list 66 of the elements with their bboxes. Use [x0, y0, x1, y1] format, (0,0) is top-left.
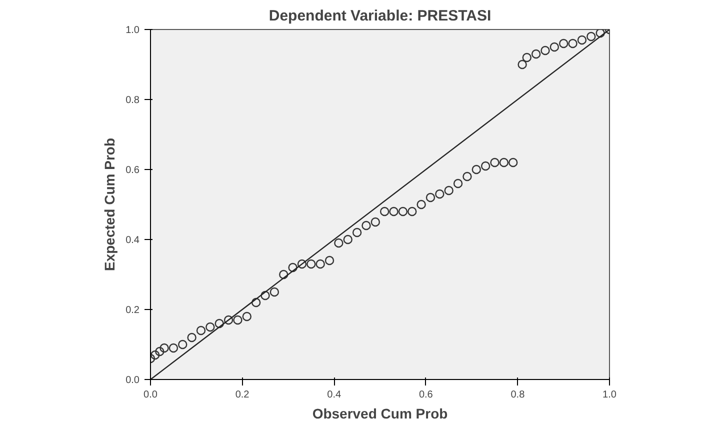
y-tick-label: 0.6 [126, 165, 140, 176]
point [499, 158, 509, 168]
point [196, 326, 206, 336]
point [398, 206, 408, 216]
point [362, 220, 371, 230]
y-axis-title: Expected Cum Prob [102, 138, 118, 272]
point [522, 52, 532, 62]
point [453, 178, 463, 188]
point [324, 256, 334, 266]
point [596, 30, 605, 38]
point [444, 186, 454, 196]
point [187, 332, 196, 342]
x-axis-title: Observed Cum Prob [312, 406, 448, 422]
x-tick-label: 0.6 [418, 390, 434, 400]
point [408, 206, 417, 216]
point [480, 161, 490, 171]
point [518, 60, 527, 70]
x-tick-label: 0.4 [327, 390, 342, 400]
point [586, 32, 596, 42]
point [233, 315, 242, 325]
point [416, 200, 426, 210]
point [316, 259, 325, 269]
y-tick-label: 0.8 [126, 95, 140, 106]
point [577, 35, 587, 45]
point [334, 238, 344, 248]
point [279, 270, 288, 280]
point [343, 234, 352, 244]
y-tick-label: 0.4 [126, 235, 140, 246]
point [389, 206, 398, 216]
point [462, 172, 472, 182]
chart-title: Dependent Variable: PRESTASI [268, 8, 492, 24]
point [472, 164, 481, 174]
x-tick-label: 0.8 [510, 390, 526, 400]
point [559, 38, 568, 48]
point [352, 228, 362, 238]
point [370, 217, 380, 227]
point [150, 350, 160, 360]
x-tick-label: 0.0 [144, 390, 158, 400]
point [540, 46, 550, 56]
point [380, 206, 390, 216]
point [531, 49, 541, 59]
point [178, 340, 188, 350]
point [224, 315, 234, 325]
x-tick-label: 1.0 [602, 390, 617, 400]
point [306, 259, 316, 269]
y-tick-label: 1.0 [126, 25, 140, 36]
y-tick-label: 0.2 [126, 305, 140, 316]
point [160, 343, 169, 353]
point [242, 312, 252, 322]
point [426, 192, 436, 202]
point [490, 158, 500, 168]
point [155, 346, 164, 356]
point [297, 259, 307, 269]
point [251, 298, 261, 308]
point [508, 158, 518, 168]
point [206, 322, 215, 332]
point [435, 189, 444, 199]
point [260, 290, 270, 300]
point [168, 343, 178, 353]
y-tick-label: 0.0 [126, 375, 140, 386]
point [270, 287, 280, 297]
point [214, 318, 224, 328]
point [288, 262, 298, 272]
point [550, 42, 560, 52]
point [568, 38, 578, 48]
x-tick-label: 0.2 [235, 390, 250, 400]
